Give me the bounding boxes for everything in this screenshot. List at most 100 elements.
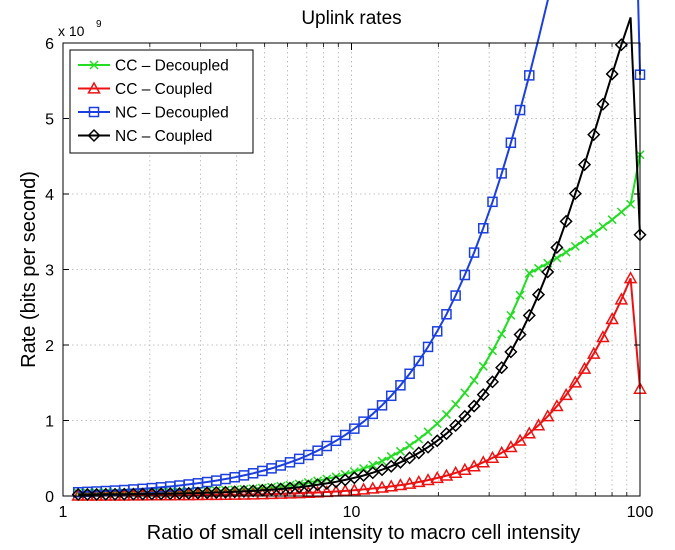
data-point-diamond xyxy=(495,361,509,375)
grid-layer xyxy=(63,43,640,496)
data-point-diamond xyxy=(393,455,408,469)
data-point-x xyxy=(497,329,507,339)
series-layer xyxy=(71,0,647,502)
data-point-triangle xyxy=(412,474,426,488)
data-point-x xyxy=(432,419,442,429)
data-point-diamond xyxy=(145,487,159,501)
data-point-diamond xyxy=(264,483,279,497)
data-point-diamond xyxy=(430,434,444,448)
x-tick-label: 1 xyxy=(59,504,68,521)
data-point-diamond xyxy=(172,486,187,501)
data-point-diamond xyxy=(126,487,141,501)
data-point-triangle xyxy=(485,450,500,464)
data-point-triangle xyxy=(522,426,537,439)
data-point-diamond xyxy=(403,451,417,465)
data-point-square xyxy=(496,168,507,179)
data-point-x xyxy=(395,446,405,456)
data-point-triangle xyxy=(577,361,592,374)
data-point-square xyxy=(468,247,480,258)
data-point-x xyxy=(561,247,571,257)
data-point-triangle xyxy=(365,481,380,494)
data-point-x xyxy=(423,427,433,437)
y-tick-label: 4 xyxy=(45,187,54,204)
data-point-diamond xyxy=(366,466,380,480)
data-point-triangle xyxy=(540,409,555,422)
data-point-x xyxy=(451,399,461,409)
data-point-x xyxy=(89,60,99,70)
data-point-diamond xyxy=(467,399,481,413)
y-tick-label: 1 xyxy=(45,414,54,431)
data-point-square xyxy=(349,423,360,434)
y-axis-multiplier: x 10 xyxy=(58,23,85,39)
data-point-square xyxy=(459,269,471,281)
data-point-triangle xyxy=(384,479,398,492)
data-point-square xyxy=(524,70,535,81)
data-point-diamond xyxy=(218,485,233,499)
data-point-triangle xyxy=(605,312,619,325)
data-point-square xyxy=(413,355,425,367)
data-point-square xyxy=(404,368,415,380)
data-point-x xyxy=(414,434,424,444)
data-point-diamond xyxy=(476,388,490,402)
data-point-triangle xyxy=(200,487,214,501)
data-point-x xyxy=(626,199,636,209)
data-point-x xyxy=(368,460,378,470)
series-line xyxy=(78,277,641,497)
data-point-diamond xyxy=(90,487,104,501)
data-point-diamond xyxy=(421,440,435,454)
data-point-triangle xyxy=(623,271,638,284)
legend-item: NC – Coupled xyxy=(78,128,212,145)
data-point-triangle xyxy=(458,462,472,475)
data-point-triangle xyxy=(375,480,389,493)
data-point-x xyxy=(616,207,626,217)
data-point-triangle xyxy=(559,387,573,401)
data-point-diamond xyxy=(559,214,573,228)
data-point-x xyxy=(607,215,617,225)
data-point-triangle xyxy=(356,482,371,495)
data-point-diamond xyxy=(577,158,592,172)
data-point-diamond xyxy=(209,485,223,500)
data-point-diamond xyxy=(87,128,101,143)
data-point-triangle xyxy=(467,459,481,472)
y-tick-label: 0 xyxy=(45,489,54,506)
data-point-diamond xyxy=(550,240,564,255)
data-point-triangle xyxy=(596,330,610,343)
data-point-diamond xyxy=(384,459,398,473)
data-point-x xyxy=(589,229,599,239)
data-point-triangle xyxy=(568,375,583,388)
data-point-triangle xyxy=(393,478,408,491)
data-point-square xyxy=(477,223,489,234)
data-point-square xyxy=(487,196,498,208)
data-point-triangle xyxy=(430,470,444,484)
legend-label: CC – Decoupled xyxy=(115,58,229,75)
x-axis-label: Ratio of small cell intensity to macro c… xyxy=(147,522,581,544)
y-tick-label: 6 xyxy=(45,36,54,53)
data-point-triangle xyxy=(273,486,288,499)
data-point-diamond xyxy=(587,128,601,142)
data-point-triangle xyxy=(504,440,518,453)
data-point-diamond xyxy=(237,484,251,498)
data-point-diamond xyxy=(375,463,389,477)
data-point-triangle xyxy=(513,433,527,446)
data-point-triangle xyxy=(87,81,101,94)
data-point-diamond xyxy=(522,308,536,322)
legend-item: CC – Coupled xyxy=(78,81,212,98)
data-point-diamond xyxy=(439,427,454,441)
data-point-square xyxy=(514,104,526,116)
data-point-diamond xyxy=(71,487,85,502)
y-tick-label: 5 xyxy=(45,112,54,129)
data-point-diamond xyxy=(99,487,113,501)
data-point-diamond xyxy=(513,327,527,342)
x-tick-label: 100 xyxy=(627,504,654,521)
data-point-x xyxy=(460,388,470,398)
data-point-triangle xyxy=(494,445,509,458)
data-point-square xyxy=(422,341,434,353)
data-point-diamond xyxy=(485,375,500,389)
data-point-diamond xyxy=(191,486,205,500)
data-point-diamond xyxy=(504,345,518,359)
data-point-diamond xyxy=(458,409,472,423)
data-point-triangle xyxy=(448,465,463,479)
data-point-diamond xyxy=(154,487,168,501)
data-point-square xyxy=(367,408,379,420)
